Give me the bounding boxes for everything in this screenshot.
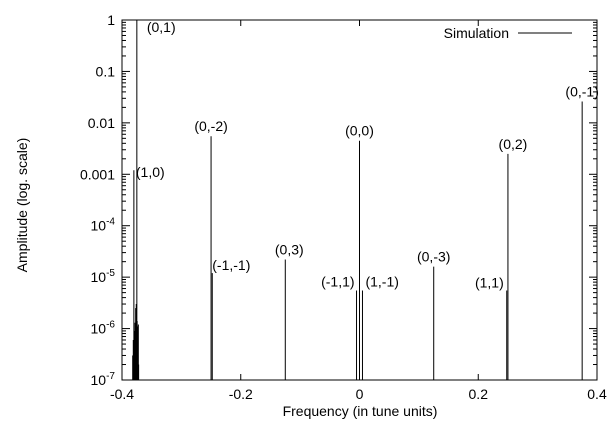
y-tick-label-base: 10 (91, 218, 107, 234)
x-tick-label: 0 (356, 386, 364, 402)
y-tick-label: 0.01 (88, 115, 115, 131)
peak-label: (-1,-1) (212, 257, 250, 273)
y-tick-label-exponent: -5 (106, 268, 115, 279)
axes-text-layer: Frequency (in tune units) Amplitude (log… (14, 12, 607, 419)
y-tick-label: 0.1 (96, 63, 116, 79)
y-tick-label-base: 10 (91, 269, 107, 285)
y-tick-label-exponent: -6 (106, 320, 115, 331)
peak-label: (1,1) (475, 274, 504, 290)
x-axis-label: Frequency (in tune units) (283, 403, 438, 419)
y-tick-label-exponent: -4 (106, 217, 115, 228)
y-tick-label: 10-5 (91, 268, 116, 285)
peak-label: (-1,1) (321, 273, 354, 289)
y-tick-label: 10-6 (91, 320, 116, 337)
x-tick-label: -0.4 (110, 386, 134, 402)
peak-label: (0,3) (275, 242, 304, 258)
y-tick-label-exponent: -7 (106, 371, 115, 382)
peak-label: (0,1) (147, 19, 176, 35)
x-tick-label: 0.2 (469, 386, 489, 402)
y-tick-label: 10-7 (91, 371, 116, 388)
peak-labels-layer: (0,1) (1,0) (0,-2) (-1,-1) (0,3) (-1,1) (0,0) (… (136, 19, 599, 290)
legend-label: Simulation (444, 25, 509, 41)
y-axis-label: Amplitude (log. scale) (14, 138, 30, 273)
y-tick-label: 1 (107, 12, 115, 28)
y-tick-label-base: 10 (91, 372, 107, 388)
peak-label: (0,-1) (565, 84, 598, 100)
peak-label: (1,0) (136, 164, 165, 180)
peak-label: (1,-1) (365, 273, 398, 289)
y-tick-label: 10-4 (91, 217, 116, 234)
data-layer (132, 20, 583, 380)
x-tick-label: 0.4 (587, 386, 607, 402)
peak-label: (0,-3) (417, 249, 450, 265)
peak-label: (0,0) (345, 123, 374, 139)
peak-label: (0,2) (499, 136, 528, 152)
legend: Simulation (444, 25, 572, 41)
y-tick-label: 0.001 (80, 166, 115, 182)
y-tick-label-base: 10 (91, 321, 107, 337)
x-tick-label: -0.2 (229, 386, 253, 402)
peak-label: (0,-2) (194, 118, 227, 134)
